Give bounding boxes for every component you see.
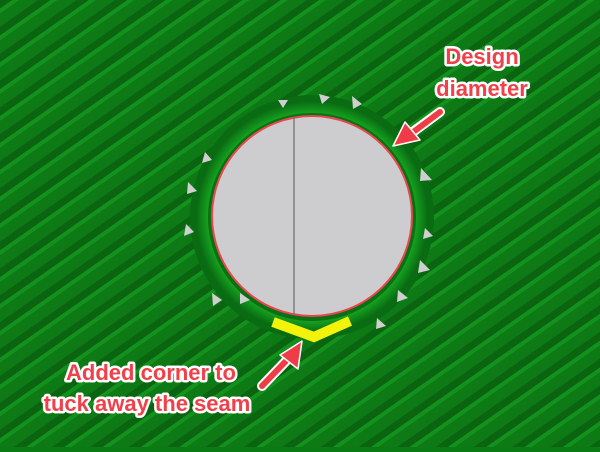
triangle-markers [184,94,433,329]
triangle-icon [418,260,430,273]
design-diameter-circle [211,115,413,317]
triangle-icon [278,100,288,108]
seam-corner-line-2: tuck away the seam [44,391,251,416]
triangle-icon [376,318,386,329]
design-diameter-label: Design diameter [434,42,531,104]
design-diameter-line-2: diameter [436,76,528,101]
triangle-icon [240,293,250,304]
triangle-icon [319,94,330,104]
arrow-icon [392,107,445,147]
triangle-icon [423,228,433,239]
seam-corner-line-1: Added corner to [66,360,236,385]
seam-corner [271,316,353,343]
triangle-icon [212,293,222,306]
seam-corner-label: Added corner to tuck away the seam [41,358,253,419]
design-diameter-line-1: Design [445,44,518,69]
triangle-icon [202,152,212,163]
triangle-icon [184,224,194,236]
triangle-icon [187,182,197,194]
triangle-icon [352,96,362,109]
arrow-icon [257,340,303,391]
triangle-icon [397,290,408,302]
triangle-icon [420,168,432,181]
